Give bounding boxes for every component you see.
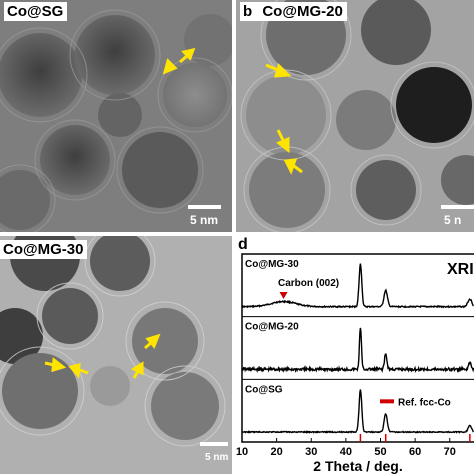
x-tick-label: 60 <box>409 446 421 458</box>
x-axis-label: 2 Theta / deg. <box>313 458 402 474</box>
scale-bar-a <box>188 205 221 209</box>
x-tick-label: 10 <box>236 446 248 458</box>
carbon-marker <box>279 292 288 299</box>
tem-image-c <box>0 236 232 474</box>
series-line <box>241 263 474 309</box>
series-label: Co@MG-30 <box>245 259 299 270</box>
panel-b-title: b Co@MG-20 <box>240 2 347 21</box>
tem-panel-c: Co@MG-30 5 nm <box>0 236 232 474</box>
panel-b-sample: Co@MG-20 <box>262 3 343 20</box>
x-tick-label: 70 <box>444 446 456 458</box>
tem-panel-b: b Co@MG-20 5 n <box>236 0 474 232</box>
x-tick-label: 50 <box>374 446 386 458</box>
carbon-annotation: Carbon (002) <box>278 278 339 289</box>
panel-c-title: Co@MG-30 <box>0 240 88 259</box>
series-line <box>241 389 474 434</box>
xrd-tag: XRI <box>447 261 474 278</box>
plot-frame <box>241 253 474 443</box>
panel-d-letter: d <box>238 236 248 253</box>
tem-panel-a: Co@SG 5 nm <box>0 0 232 232</box>
scale-label-a: 5 nm <box>190 213 219 227</box>
scale-bar-b <box>441 205 474 209</box>
x-tick-label: 40 <box>340 446 352 458</box>
series-line <box>241 327 474 374</box>
arrow-group-c <box>44 333 161 379</box>
arrow-group-b <box>265 63 303 175</box>
panel-b-letter: b <box>243 3 253 20</box>
tem-image-b <box>236 0 474 232</box>
xrd-panel-d: d Co@MG-30 Co@MG-20 Co@SG Ref. fcc-Co Carbon… <box>232 236 474 474</box>
scale-label-c: 5 nm <box>205 452 229 463</box>
x-tick-label: 20 <box>271 446 283 458</box>
scale-bar-c <box>200 442 228 446</box>
series-label: Co@MG-20 <box>245 322 299 333</box>
scale-label-b: 5 n <box>444 213 462 227</box>
reference-legend-swatch <box>380 399 394 404</box>
xrd-chart: Co@MG-30 Co@MG-20 Co@SG Ref. fcc-Co Carbon (… <box>236 253 474 474</box>
arrow-group-a <box>162 47 196 75</box>
series-label: Co@SG <box>245 384 283 395</box>
x-tick-label: 30 <box>305 446 317 458</box>
reference-legend-label: Ref. fcc-Co <box>398 397 451 408</box>
panel-a-title: Co@SG <box>4 2 68 21</box>
tem-image-a <box>0 0 232 232</box>
